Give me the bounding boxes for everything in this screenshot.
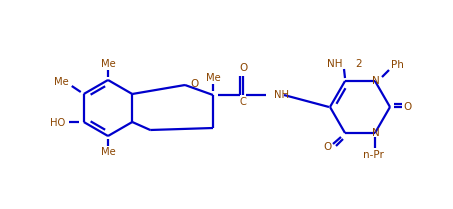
Text: O: O <box>323 142 331 152</box>
Text: HO: HO <box>50 118 65 128</box>
Text: Me: Me <box>54 77 69 87</box>
Text: Me: Me <box>101 147 116 157</box>
Text: NH: NH <box>328 59 343 69</box>
Text: Me: Me <box>206 73 220 83</box>
Text: N: N <box>372 76 380 86</box>
Text: O: O <box>190 79 198 89</box>
Text: 2: 2 <box>355 59 361 69</box>
Text: C: C <box>240 97 246 107</box>
Text: O: O <box>404 102 412 112</box>
Text: N: N <box>372 128 380 138</box>
Text: NH: NH <box>274 90 289 100</box>
Text: Ph: Ph <box>390 60 404 70</box>
Text: Me: Me <box>101 59 116 69</box>
Text: n-Pr: n-Pr <box>362 150 383 160</box>
Text: O: O <box>239 63 247 73</box>
